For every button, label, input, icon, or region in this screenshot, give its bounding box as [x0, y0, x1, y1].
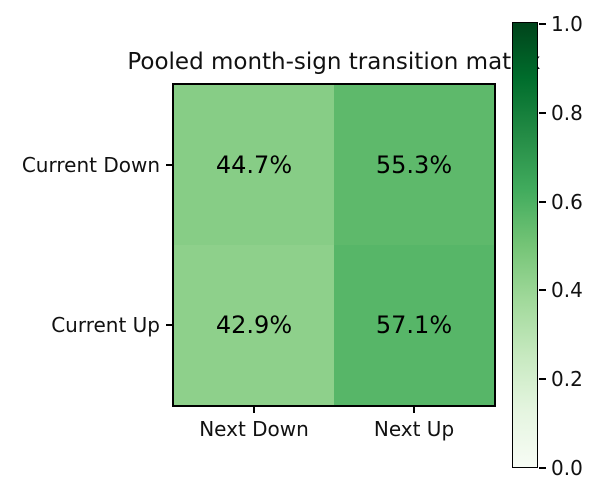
colorbar-tick-label-1: 0.8: [551, 100, 583, 125]
ytick-mark-1: [166, 324, 174, 326]
ytick-label-0: Current Down: [21, 153, 160, 177]
xtick-mark-0: [253, 405, 255, 413]
colorbar-tick-label-0: 1.0: [551, 12, 583, 36]
cell-value-label: 55.3%: [375, 151, 453, 179]
heatmap-cell-0-1: 55.3%: [334, 85, 494, 245]
ytick-mark-0: [166, 164, 174, 166]
colorbar-tick-mark-3: [538, 289, 546, 292]
heatmap-cell-0-0: 44.7%: [174, 85, 334, 245]
colorbar: [512, 22, 538, 468]
heatmap-cell-1-0: 42.9%: [174, 245, 334, 405]
xtick-mark-1: [413, 405, 415, 413]
cell-value-label: 44.7%: [215, 151, 293, 179]
cell-value-label: 42.9%: [215, 311, 293, 339]
ytick-label-1: Current Up: [51, 313, 160, 337]
colorbar-tick-label-3: 0.4: [551, 278, 583, 303]
colorbar-tick-label-5: 0.0: [551, 456, 583, 480]
chart-title: Pooled month-sign transition matrix: [127, 49, 541, 75]
xtick-label-1: Next Up: [373, 417, 455, 441]
colorbar-tick-label-2: 0.6: [551, 189, 583, 214]
colorbar-tick-label-4: 0.2: [551, 367, 583, 392]
colorbar-tick-mark-1: [538, 111, 546, 114]
colorbar-tick-mark-4: [538, 378, 546, 381]
cell-value-label: 57.1%: [375, 311, 453, 339]
colorbar-tick-mark-2: [538, 200, 546, 203]
xtick-label-0: Next Down: [199, 417, 309, 441]
heatmap-cell-1-1: 57.1%: [334, 245, 494, 405]
colorbar-tick-mark-0: [538, 23, 546, 25]
heatmap: 44.7% 55.3% 42.9% 57.1%: [172, 83, 496, 407]
colorbar-tick-mark-5: [538, 467, 546, 469]
